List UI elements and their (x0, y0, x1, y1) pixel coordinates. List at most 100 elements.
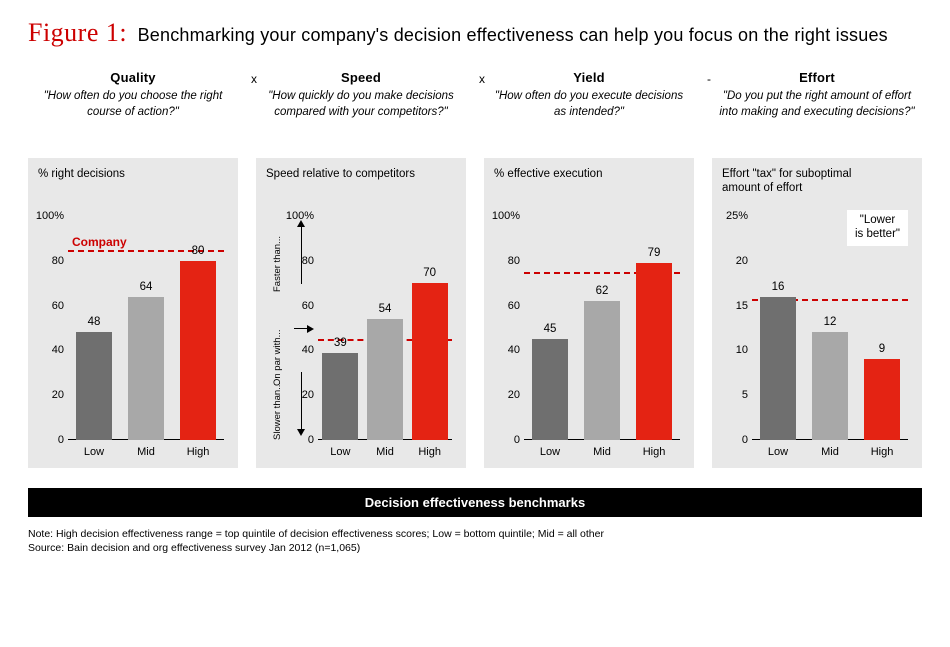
notes: Note: High decision effectiveness range … (28, 527, 922, 555)
speed-label-faster: Faster than... (272, 236, 283, 292)
panel-quality-header: Quality "How often do you choose the righ… (28, 70, 238, 158)
bar-value: 80 (180, 245, 216, 257)
bar-value: 48 (76, 316, 112, 328)
footer-bar: Decision effectiveness benchmarks (28, 488, 922, 517)
bar-category: Mid (812, 446, 848, 458)
panel-speed-header: Speed "How quickly do you make decisions … (256, 70, 466, 158)
speed-axis-annotations: Faster than... On par with...Slower than.… (260, 216, 316, 440)
bar-value: 54 (367, 303, 403, 315)
bar-value: 64 (128, 281, 164, 293)
ytick: 40 (284, 344, 314, 356)
speed-label-onpar: On par with... (272, 330, 283, 387)
bar-category: Mid (584, 446, 620, 458)
panel-speed-yaxis-title: Speed relative to competitors (266, 168, 456, 182)
bar-low: 48Low (76, 332, 112, 440)
bar-value: 62 (584, 285, 620, 297)
panel-speed-question: "How quickly do you make decisions compa… (256, 89, 466, 120)
bars: 45Low62Mid79High (524, 216, 680, 440)
panel-effort-yaxis-title: Effort "tax" for suboptimal amount of ef… (722, 168, 872, 196)
bar-mid: 62Mid (584, 301, 620, 440)
ytick: 80 (34, 255, 64, 267)
ytick: 80 (284, 255, 314, 267)
panel-quality-question: "How often do you choose the right cours… (28, 89, 238, 120)
ytick: 40 (34, 344, 64, 356)
ytick: 20 (284, 389, 314, 401)
bar-category: Low (532, 446, 568, 458)
panel-effort-header: Effort "Do you put the right amount of ef… (712, 70, 922, 158)
panel-yield-chart: 020406080100%45Low62Mid79High (524, 216, 680, 440)
figure-label: Figure 1: (28, 18, 127, 47)
panel-yield-title: Yield (484, 70, 694, 85)
ytick: 60 (34, 300, 64, 312)
ytick: 10 (718, 344, 748, 356)
bars: 48Low 64Mid 80High (68, 216, 224, 440)
panel-quality-title: Quality (28, 70, 238, 85)
bar-value: 70 (412, 267, 448, 279)
bar-low: 16Low (760, 297, 796, 440)
ytick: 25% (718, 210, 748, 222)
bar-category: High (412, 446, 448, 458)
panel-yield-question: "How often do you execute decisions as i… (484, 89, 694, 120)
panel-speed-title: Speed (256, 70, 466, 85)
note-line: Note: High decision effectiveness range … (28, 527, 922, 541)
panels: x x - Quality"How often do you choose th… (28, 70, 922, 468)
bar-high: 80High (180, 261, 216, 440)
panel-effort-question: "Do you put the right amount of effort i… (712, 89, 922, 120)
ytick: 80 (490, 255, 520, 267)
panel-quality-body: % right decisions020406080100%Company48L… (28, 158, 238, 468)
bar-category: Low (760, 446, 796, 458)
bars: 39Low54Mid70High (318, 216, 452, 440)
ytick: 15 (718, 300, 748, 312)
bar-low: 45Low (532, 339, 568, 440)
bar-value: 16 (760, 281, 796, 293)
bar-category: High (864, 446, 900, 458)
bar-value: 79 (636, 247, 672, 259)
ytick: 0 (34, 434, 64, 446)
bars: 16Low 12Mid 9High (752, 216, 908, 440)
bar-value: 12 (812, 316, 848, 328)
bar-category: Mid (367, 446, 403, 458)
panel-speed-chart: 020406080100%39Low54Mid70High (318, 216, 452, 440)
panel-quality: Quality "How often do you choose the righ… (28, 70, 238, 468)
panel-speed: Speed "How quickly do you make decisions … (256, 70, 466, 468)
ytick: 100% (34, 210, 64, 222)
bar-mid: 54Mid (367, 319, 403, 440)
ytick: 0 (718, 434, 748, 446)
bar-category: High (180, 446, 216, 458)
ytick: 0 (490, 434, 520, 446)
bar-value: 39 (322, 337, 358, 349)
bar-mid: 64Mid (128, 297, 164, 440)
ytick: 40 (490, 344, 520, 356)
bar-high: 9High (864, 359, 900, 440)
panel-effort-body: Effort "tax" for suboptimal amount of ef… (712, 158, 922, 468)
ytick: 20 (490, 389, 520, 401)
panel-yield-header: Yield "How often do you execute decisions… (484, 70, 694, 158)
panel-effort-title: Effort (712, 70, 922, 85)
ytick: 60 (490, 300, 520, 312)
panel-yield-yaxis-title: % effective execution (494, 168, 684, 182)
panel-yield-body: % effective execution020406080100%45Low6… (484, 158, 694, 468)
ytick: 20 (34, 389, 64, 401)
bar-value: 9 (864, 343, 900, 355)
panel-quality-yaxis-title: % right decisions (38, 168, 228, 182)
bar-category: High (636, 446, 672, 458)
bar-category: Low (76, 446, 112, 458)
panel-effort-chart: 0510152025%16Low12Mid9High"Loweris bette… (752, 216, 908, 440)
operator-3: - (707, 72, 711, 86)
panel-speed-body: Speed relative to competitors Faster than… (256, 158, 466, 468)
panel-yield: Yield "How often do you execute decisions… (484, 70, 694, 468)
bar-mid: 12Mid (812, 332, 848, 440)
bar-high: 70High (412, 283, 448, 440)
ytick: 5 (718, 389, 748, 401)
figure-title: Benchmarking your company's decision eff… (138, 25, 888, 45)
speed-label-slower: Slower than... (272, 382, 283, 440)
arrow-right-icon (294, 328, 308, 329)
ytick: 0 (284, 434, 314, 446)
figure-title-row: Figure 1: Benchmarking your company's de… (28, 18, 922, 48)
figure: Figure 1: Benchmarking your company's de… (0, 0, 950, 647)
bar-category: Low (322, 446, 358, 458)
panel-quality-chart: 020406080100%Company48Low64Mid80High (68, 216, 224, 440)
ytick: 100% (284, 210, 314, 222)
panel-effort: Effort "Do you put the right amount of ef… (712, 70, 922, 468)
ytick: 60 (284, 300, 314, 312)
